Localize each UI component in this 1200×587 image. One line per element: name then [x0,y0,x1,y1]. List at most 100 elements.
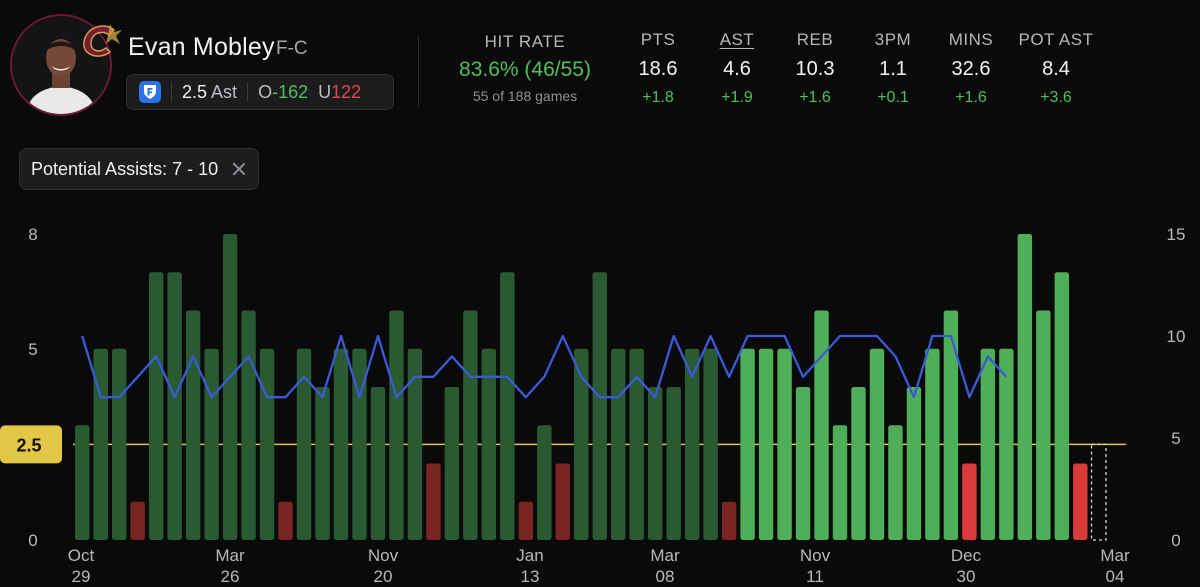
bar-game [925,348,940,540]
stat-reb[interactable]: REB 10.3 +1.6 [770,30,860,107]
bar-game [222,234,238,540]
stat-3pm[interactable]: 3PM 1.1 +0.1 [848,30,938,107]
bar-game [980,348,996,540]
bar-game [814,310,829,540]
stat-label: AST [719,30,755,49]
stat-value: 1.1 [879,58,907,80]
bar-game [869,348,885,540]
bar-game [795,387,811,540]
bar-game [278,501,293,540]
bar-game [703,348,718,540]
bar-game [721,501,737,540]
bar-game [518,501,534,540]
bar-game [1054,272,1070,540]
under-odds[interactable]: U122 [318,82,361,103]
bar-game [75,425,90,540]
bar-game [851,387,866,540]
bar-game [906,387,922,540]
stat-label: PTS [640,30,676,49]
stat-ast[interactable]: AST 4.6 +1.9 [692,30,782,107]
header-divider [418,36,419,106]
bar-game [943,310,959,540]
x-tick-month: Nov [368,546,399,565]
prop-line-unit: Ast [211,81,238,102]
player-name: Evan Mobley [128,33,275,61]
bar-game [352,348,367,540]
over-odds[interactable]: O-162 [258,82,308,103]
bar-game [426,463,441,540]
stat-label: REB [796,30,834,49]
stat-value: 18.6 [638,58,678,80]
y-right-tick-label: 10 [1167,327,1186,346]
bar-game [481,348,497,540]
stat-value: 4.6 [723,58,751,80]
bar-game [962,463,977,540]
bar-game [1036,310,1051,540]
stat-diff: +1.6 [799,89,831,106]
stat-label: POT AST [1018,30,1094,49]
bar-game [555,463,570,540]
player-position: F-C [276,38,308,59]
bar-game [574,348,589,540]
threshold-badge [0,425,62,464]
x-tick-month: Mar [650,546,680,565]
stat-pot-ast[interactable]: POT AST 8.4 +3.6 [1011,30,1101,107]
bar-game [647,387,663,540]
bar-game [500,272,515,540]
stat-mins[interactable]: MINS 32.6 +1.6 [926,30,1016,107]
x-tick-month: Mar [1100,546,1130,565]
bar-game [537,425,552,540]
x-tick-day: 29 [72,567,91,586]
x-tick-day: 26 [221,567,240,586]
bar-game [629,348,644,540]
bar-game [684,348,700,540]
stat-label: MINS [948,30,994,49]
stat-diff: +3.6 [1040,89,1072,106]
y-left-tick-label: 0 [28,531,37,550]
bar-game [185,310,201,540]
over-odds-value: -162 [272,81,309,102]
y-right-tick-label: 15 [1167,225,1186,244]
prop-line: 2.5 Ast [182,82,237,103]
bar-game [444,387,460,540]
bar-game [111,348,127,540]
under-prefix: U [318,81,332,102]
over-prefix: O [258,81,273,102]
threshold-badge-label: 2.5 [16,435,41,455]
stat-diff: +0.1 [877,89,909,106]
filter-label: Potential Assists: 7 - 10 [31,158,219,179]
x-tick-day: 04 [1106,567,1125,586]
potential-assists-filter-chip[interactable]: Potential Assists: 7 - 10 [19,148,260,190]
prop-line-chip[interactable]: 2.5 Ast O-162 U122 [126,74,394,110]
x-tick-month: Jan [516,546,543,565]
hit-rate-label: HIT RATE [484,32,566,51]
x-tick-month: Dec [951,546,982,565]
hit-rate-block: HIT RATE 83.6% (46/55) 55 of 188 games [430,32,620,104]
stat-value: 8.4 [1042,58,1070,80]
chip-divider [171,82,172,102]
sportsbook-shield-icon [139,81,161,103]
team-logo-icon [78,22,124,62]
bar-game [777,348,792,540]
bar-game [999,348,1014,540]
stat-diff: +1.6 [955,89,987,106]
bar-game [740,348,755,540]
x-tick-day: 11 [806,567,824,586]
y-right-tick-label: 0 [1171,531,1180,550]
hit-rate-games: 55 of 188 games [472,88,578,104]
stat-pts[interactable]: PTS 18.6 +1.8 [613,30,703,107]
y-right-tick-label: 5 [1171,429,1180,448]
bar-game [130,501,145,540]
bar-game [148,272,164,540]
bar-game [333,348,349,540]
prop-line-value: 2.5 [182,81,208,102]
stat-label: 3PM [874,30,912,49]
bar-game [259,348,275,540]
bar-game [296,348,312,540]
bar-game [1017,234,1033,540]
x-tick-day: 13 [521,567,540,586]
y-left-tick-label: 8 [28,225,37,244]
bar-game [592,272,607,540]
x-tick-month: Mar [215,546,245,565]
